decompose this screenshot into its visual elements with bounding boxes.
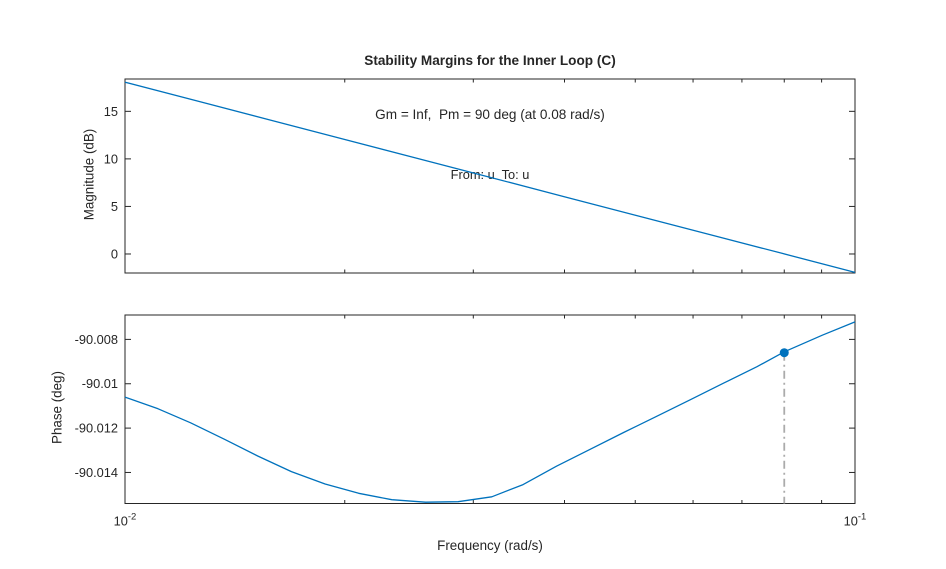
- magnitude-plot-area[interactable]: [124, 78, 856, 274]
- phase-margin-point-marker[interactable]: [779, 348, 789, 358]
- phase-ytick-label: -90.012: [75, 421, 118, 436]
- frequency-tick-label: 10-1: [844, 512, 867, 529]
- title-block: Stability Margins for the Inner Loop (C)…: [125, 15, 855, 220]
- magnitude-ytick-label: 15: [104, 104, 118, 119]
- io-channel-label: From: u To: u: [450, 167, 530, 183]
- frequency-axis-label: Frequency (rad/s): [437, 538, 543, 553]
- phase-ytick-label: -90.014: [75, 465, 118, 480]
- magnitude-ytick-label: 0: [111, 246, 118, 261]
- figure-title: Stability Margins for the Inner Loop (C): [364, 52, 616, 68]
- phase-curve[interactable]: [124, 321, 856, 503]
- magnitude-curve[interactable]: [124, 81, 856, 274]
- margin-summary: Gm = Inf, Pm = 90 deg (at 0.08 rad/s): [375, 106, 605, 122]
- phase-ytick-label: -90.01: [82, 376, 118, 391]
- magnitude-ytick-label: 5: [111, 199, 118, 214]
- frequency-tick-label: 10-2: [114, 512, 137, 529]
- phase-plot-area[interactable]: [124, 314, 856, 504]
- phase-ytick-label: -90.008: [75, 332, 118, 347]
- magnitude-ytick-label: 10: [104, 151, 118, 166]
